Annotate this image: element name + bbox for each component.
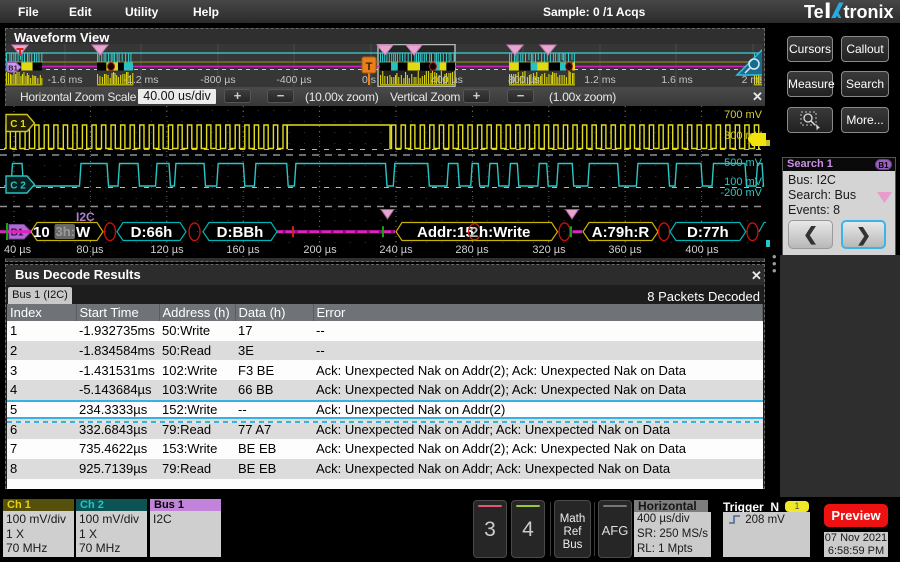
svg-text:D:BBh: D:BBh (217, 224, 264, 241)
svg-text:C 1: C 1 (10, 119, 26, 130)
svg-text:280 µs: 280 µs (455, 244, 489, 256)
svg-text:W: W (76, 224, 91, 241)
svg-text:700 mV: 700 mV (724, 109, 763, 121)
svg-text:400 µs: 400 µs (431, 74, 463, 86)
svg-text:Te: Te (804, 2, 824, 22)
svg-text:2 ms: 2 ms (742, 74, 762, 86)
svg-text:D:77h: D:77h (687, 224, 729, 241)
svg-text:200 µs: 200 µs (303, 244, 337, 256)
svg-text:Addr:15: Addr:15 (417, 224, 474, 241)
svg-text:-200 mV: -200 mV (720, 187, 762, 199)
svg-text:3h:: 3h: (56, 224, 76, 239)
svg-text:T: T (366, 61, 373, 73)
svg-text:120 µs: 120 µs (150, 244, 184, 256)
svg-text:A:79h:R: A:79h:R (592, 224, 650, 241)
svg-text:160 µs: 160 µs (226, 244, 260, 256)
svg-text:D:66h: D:66h (131, 224, 173, 241)
svg-text:I2C: I2C (76, 210, 95, 224)
svg-text:-400 µs: -400 µs (276, 74, 311, 86)
svg-text:1.2 ms: 1.2 ms (584, 74, 616, 86)
svg-text:80 µs: 80 µs (76, 244, 104, 256)
svg-text:10: 10 (33, 224, 50, 241)
svg-text:2: 2 (470, 224, 478, 241)
svg-text:-1.2 ms: -1.2 ms (123, 74, 158, 86)
svg-text:100 mV: 100 mV (724, 176, 763, 188)
svg-text:360 µs: 360 µs (608, 244, 642, 256)
svg-text:40 µs: 40 µs (4, 244, 32, 256)
svg-text:500 mV: 500 mV (724, 157, 763, 169)
svg-text:-800 µs: -800 µs (200, 74, 235, 86)
svg-text:800 µs: 800 µs (508, 74, 540, 86)
svg-text:-1.6 ms: -1.6 ms (47, 74, 82, 86)
svg-text:B1: B1 (8, 64, 18, 73)
svg-text:320 µs: 320 µs (532, 244, 566, 256)
svg-text:1.6 ms: 1.6 ms (661, 74, 693, 86)
svg-text:400 µs: 400 µs (685, 244, 719, 256)
svg-text:240 µs: 240 µs (379, 244, 413, 256)
svg-text:h:Write: h:Write (479, 224, 530, 241)
svg-text:tronix: tronix (844, 2, 894, 22)
svg-text:C 2: C 2 (10, 181, 26, 192)
